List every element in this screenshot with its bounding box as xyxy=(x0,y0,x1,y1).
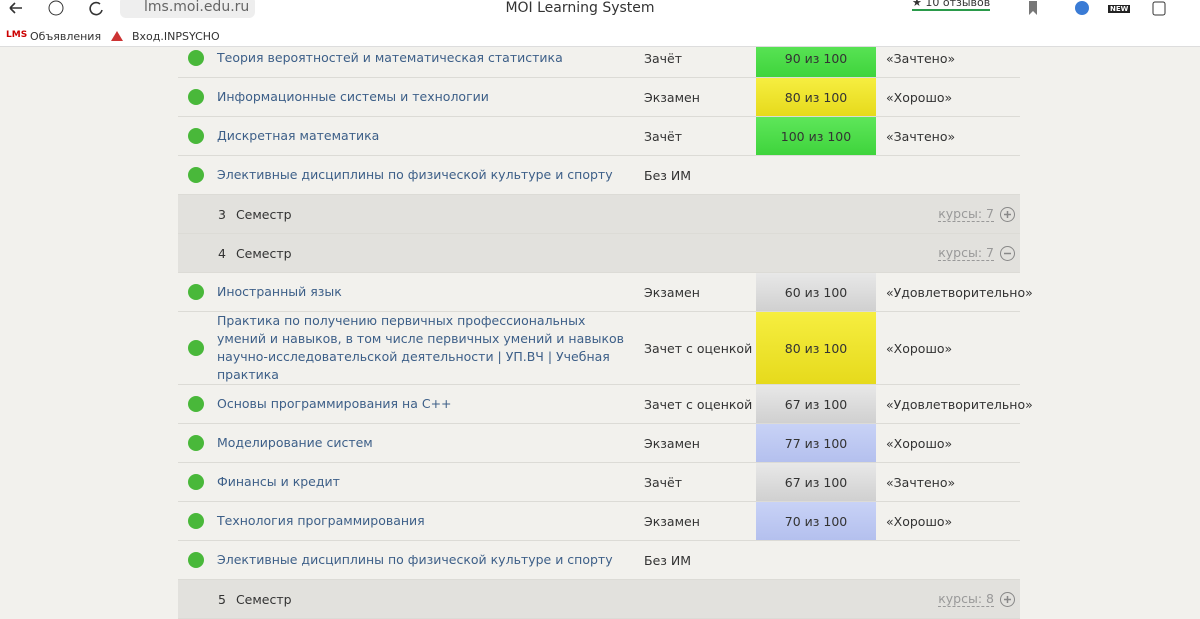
status-dot xyxy=(188,284,204,300)
score: 80 из 100 xyxy=(756,312,876,384)
course-row: Элективные дисциплины по физической куль… xyxy=(178,541,1020,580)
collapse-icon[interactable] xyxy=(1000,245,1015,261)
course-name[interactable]: Технология программирования xyxy=(217,513,425,528)
course-name[interactable]: Основы программирования на С++ xyxy=(217,396,452,411)
tab-title: MOI Learning System xyxy=(505,0,655,16)
courses-count[interactable]: курсы: 7 xyxy=(938,206,994,222)
semester-label: Семестр xyxy=(235,591,292,607)
semester-number: 3 xyxy=(218,206,226,222)
status-dot xyxy=(188,513,204,529)
course-name[interactable]: Информационные системы и технологии xyxy=(217,89,489,104)
control-type: Экзамен xyxy=(644,284,700,300)
semester-title: 4 Семестр xyxy=(178,246,292,261)
score: 80 из 100 xyxy=(756,78,876,116)
control-type: Без ИМ xyxy=(644,552,692,568)
grade: «Хорошо» xyxy=(886,435,953,451)
course-row: Основы программирования на С++ Зачет с оц… xyxy=(178,385,1033,424)
control-type: Зачёт xyxy=(644,50,683,66)
course-row: Дискретная математика Зачёт 100 из 100 «Зач… xyxy=(178,117,1020,156)
toolbar-icons[interactable] xyxy=(1025,0,1175,18)
grade: «Хорошо» xyxy=(886,89,953,105)
control-type: Экзамен xyxy=(644,435,700,451)
semester-row[interactable]: 4 Семестр курсы: 7 xyxy=(178,234,1020,273)
nav-icons[interactable] xyxy=(8,0,108,18)
grade: «Зачтено» xyxy=(886,128,956,144)
browser-bar: lms.moi.edu.ru MOI Learning System ★ 10 … xyxy=(0,0,1200,47)
control-type: Экзамен xyxy=(644,89,700,105)
status-dot xyxy=(188,552,204,568)
grade: «Хорошо» xyxy=(886,513,953,529)
course-name[interactable]: Финансы и кредит xyxy=(217,474,340,489)
control-type: Зачёт xyxy=(644,474,683,490)
course-row: Иностранный язык Экзамен 60 из 100 «Удовлет… xyxy=(178,273,1033,312)
semester-label: Семестр xyxy=(235,206,292,222)
control-type: Зачёт xyxy=(644,128,683,144)
grade: «Зачтено» xyxy=(886,50,956,66)
score: 100 из 100 xyxy=(756,117,876,155)
status-dot xyxy=(188,50,204,66)
status-dot xyxy=(188,474,204,490)
control-type: Без ИМ xyxy=(644,167,692,183)
score: 67 из 100 xyxy=(756,385,876,423)
score: 70 из 100 xyxy=(756,502,876,540)
status-dot xyxy=(188,128,204,144)
course-name[interactable]: Практика по получению первичных професси… xyxy=(217,313,625,382)
status-dot xyxy=(188,167,204,183)
course-name[interactable]: Иностранный язык xyxy=(217,284,342,299)
score: 77 из 100 xyxy=(756,424,876,462)
courses-count[interactable]: курсы: 8 xyxy=(938,591,994,607)
course-row: Практика по получению первичных професси… xyxy=(178,312,1020,385)
grade: «Хорошо» xyxy=(886,340,953,356)
grade: «Удовлетворительно» xyxy=(886,396,1033,412)
course-name[interactable]: Теория вероятностей и математическая ста… xyxy=(217,50,563,65)
semester-title: 3 Семестр xyxy=(178,207,292,222)
grade: «Удовлетворительно» xyxy=(886,284,1033,300)
bookmark[interactable]: Объявления xyxy=(30,30,102,43)
course-row: Элективные дисциплины по физической куль… xyxy=(178,156,1020,195)
score xyxy=(756,541,876,579)
expand-icon[interactable] xyxy=(1000,206,1015,222)
semester-row[interactable]: 3 Семестр курсы: 7 xyxy=(178,195,1020,234)
course-name[interactable]: Элективные дисциплины по физической куль… xyxy=(217,552,613,567)
status-dot xyxy=(188,396,204,412)
status-dot xyxy=(188,340,204,356)
course-name[interactable]: Элективные дисциплины по физической куль… xyxy=(217,167,613,182)
address-bar[interactable]: lms.moi.edu.ru xyxy=(120,0,256,18)
course-name[interactable]: Моделирование систем xyxy=(217,435,373,450)
course-row: Информационные системы и технологии Экзам… xyxy=(178,78,1020,117)
courses-count[interactable]: курсы: 7 xyxy=(938,245,994,261)
score: 60 из 100 xyxy=(756,273,876,311)
control-type: Зачет с оценкой xyxy=(644,340,753,356)
status-dot xyxy=(188,89,204,105)
course-row: Технология программирования Экзамен 70 из … xyxy=(178,502,1020,541)
grade: «Зачтено» xyxy=(886,474,956,490)
expand-icon[interactable] xyxy=(1000,591,1015,607)
bookmark-icon[interactable]: LMS xyxy=(6,30,28,40)
bookmark-icon xyxy=(111,31,123,41)
course-row: Моделирование систем Экзамен 77 из 100 «Хор… xyxy=(178,424,1020,463)
reviews[interactable]: ★ 10 отзывов xyxy=(912,0,991,11)
control-type: Зачет с оценкой xyxy=(644,396,753,412)
bookmark[interactable]: Вход.INPSYCHO xyxy=(132,30,220,43)
semester-number: 4 xyxy=(218,245,226,261)
badge[interactable]: NEW xyxy=(1108,5,1131,13)
score: 67 из 100 xyxy=(756,463,876,501)
grades-table: Теория вероятностей и математическая ста… xyxy=(178,39,1033,619)
semester-label: Семестр xyxy=(235,245,292,261)
course-name[interactable]: Дискретная математика xyxy=(217,128,380,143)
semester-number: 5 xyxy=(218,591,226,607)
status-dot xyxy=(188,435,204,451)
semester-title: 5 Семестр xyxy=(178,592,292,607)
score xyxy=(756,156,876,194)
control-type: Экзамен xyxy=(644,513,700,529)
course-row: Финансы и кредит Зачёт 67 из 100 «Зачтено» xyxy=(178,463,1020,502)
